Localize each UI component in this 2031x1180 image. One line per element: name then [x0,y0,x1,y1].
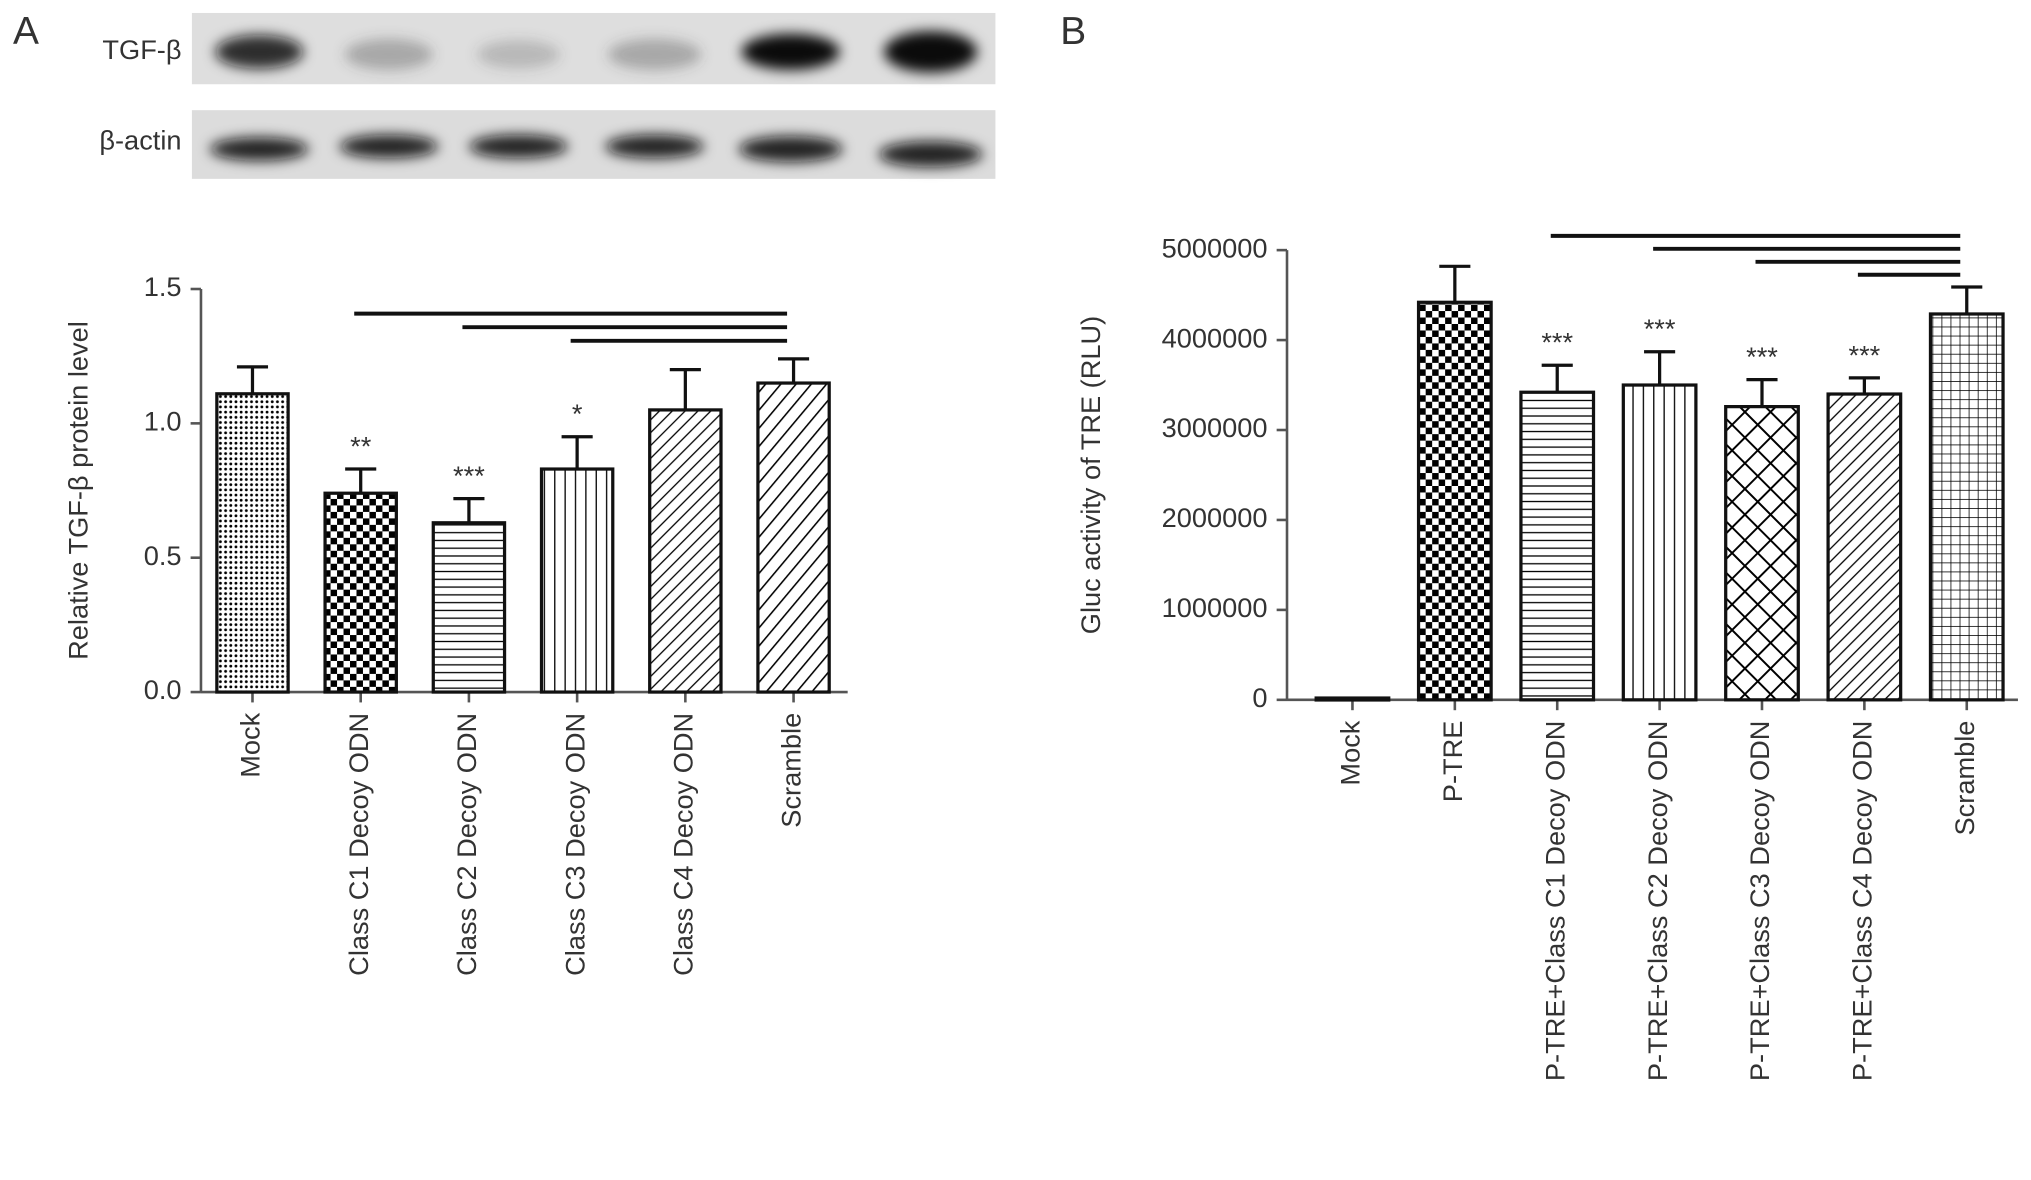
x-tick-label: Class C2 Decoy ODN [451,713,482,976]
x-tick-label: P-TRE+Class C4 Decoy ODN [1847,721,1878,1082]
x-tick-label: Scramble [1949,721,1980,836]
western-blot [191,12,996,179]
bar [1314,696,1391,702]
significance-label: ** [350,430,372,461]
x-tick-label: P-TRE+Class C1 Decoy ODN [1539,721,1570,1082]
bar [1621,383,1698,702]
x-tick-label: Scramble [776,713,807,828]
x-tick-label: Mock [235,712,266,777]
bar [648,408,723,694]
significance-label: *** [1541,327,1573,358]
panel-label: B [1060,10,1086,53]
y-tick-label: 4000000 [1162,322,1268,353]
x-tick-label: P-TRE [1437,721,1468,803]
bar [756,381,831,694]
bar [1928,312,2005,702]
y-tick-label: 0.5 [144,540,182,571]
y-axis-label: Relative TGF-β protein level [63,321,94,660]
significance-label: *** [1848,339,1880,370]
x-tick-label: P-TRE+Class C2 Decoy ODN [1642,721,1673,1082]
bar [539,467,615,694]
significance-label: *** [453,460,485,491]
y-tick-label: 3000000 [1162,412,1268,443]
significance-label: *** [1644,313,1676,344]
blot-label: TGF-β [102,34,181,65]
bar [1416,300,1493,702]
y-tick-label: 1.5 [144,271,182,302]
y-tick-label: 1.0 [144,406,182,437]
significance-label: * [572,398,583,429]
bar [431,521,507,694]
bar [215,392,290,694]
y-tick-label: 1000000 [1162,592,1268,623]
y-axis-label: Gluc activity of TRE (RLU) [1075,316,1106,634]
y-tick-label: 0 [1252,682,1267,713]
x-tick-label: Mock [1335,720,1366,785]
x-tick-label: P-TRE+Class C3 Decoy ODN [1744,721,1775,1082]
x-tick-label: Class C3 Decoy ODN [559,713,590,976]
bar [1724,405,1800,702]
significance-label: *** [1746,341,1778,372]
y-tick-label: 0.0 [144,674,182,705]
x-tick-label: Class C1 Decoy ODN [343,713,374,976]
panel-label: A [13,10,39,53]
y-tick-label: 2000000 [1162,502,1268,533]
blot-label: β-actin [99,125,181,156]
y-tick-label: 5000000 [1162,232,1268,263]
bar [1826,392,1903,702]
bar [323,491,398,694]
bar [1519,390,1596,702]
x-tick-label: Class C4 Decoy ODN [668,713,699,976]
